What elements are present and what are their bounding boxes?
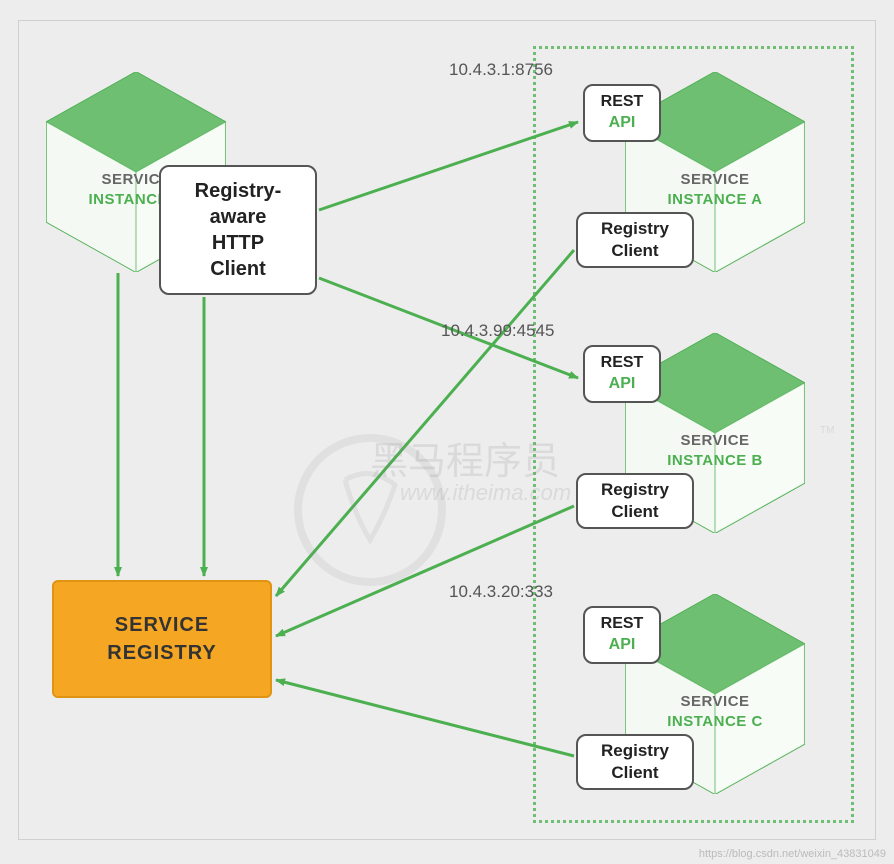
reg-client-line-2: Client — [611, 240, 658, 262]
registry-label-2: REGISTRY — [107, 642, 217, 664]
instance-hex-label-1: SERVICE — [680, 432, 749, 449]
rest-api-box: RESTAPI — [583, 606, 661, 664]
rest-api-box: RESTAPI — [583, 84, 661, 142]
reg-client-line-2: Client — [611, 501, 658, 523]
instance-ip-label: 10.4.3.20:333 — [449, 582, 553, 602]
registry-aware-http-client-box: Registry-awareHTTPClient — [159, 165, 317, 295]
reg-client-line-1: Registry — [601, 218, 669, 240]
http-client-line: aware — [210, 204, 267, 230]
reg-client-line-2: Client — [611, 762, 658, 784]
registry-client-box: RegistryClient — [576, 473, 694, 529]
instance-ip-label: 10.4.3.1:8756 — [449, 60, 553, 80]
instance-ip-label: 10.4.3.99:4545 — [441, 321, 554, 341]
instance-hex-label-2: INSTANCE B — [667, 452, 763, 469]
trademark-icon: TM — [820, 425, 834, 436]
instance-hex-label-1: SERVICE — [680, 171, 749, 188]
http-client-line: Client — [210, 256, 266, 282]
footer-source-url: https://blog.csdn.net/weixin_43831049 — [699, 848, 886, 860]
instance-hex-label-2: INSTANCE A — [668, 191, 763, 208]
rest-line-1: REST — [601, 614, 644, 635]
rest-line-2: API — [609, 113, 636, 134]
http-client-line: Registry- — [195, 178, 282, 204]
instance-hex-label-2: INSTANCE C — [667, 713, 763, 730]
rest-line-1: REST — [601, 92, 644, 113]
rest-api-box: RESTAPI — [583, 345, 661, 403]
instance-hex-label-1: SERVICE — [680, 693, 749, 710]
rest-line-1: REST — [601, 353, 644, 374]
registry-label-1: SERVICE — [115, 614, 209, 636]
http-client-line: HTTP — [212, 230, 264, 256]
reg-client-line-1: Registry — [601, 740, 669, 762]
service-registry-box: SERVICE REGISTRY — [52, 580, 272, 698]
registry-client-box: RegistryClient — [576, 212, 694, 268]
rest-line-2: API — [609, 374, 636, 395]
reg-client-line-1: Registry — [601, 479, 669, 501]
registry-client-box: RegistryClient — [576, 734, 694, 790]
rest-line-2: API — [609, 635, 636, 656]
